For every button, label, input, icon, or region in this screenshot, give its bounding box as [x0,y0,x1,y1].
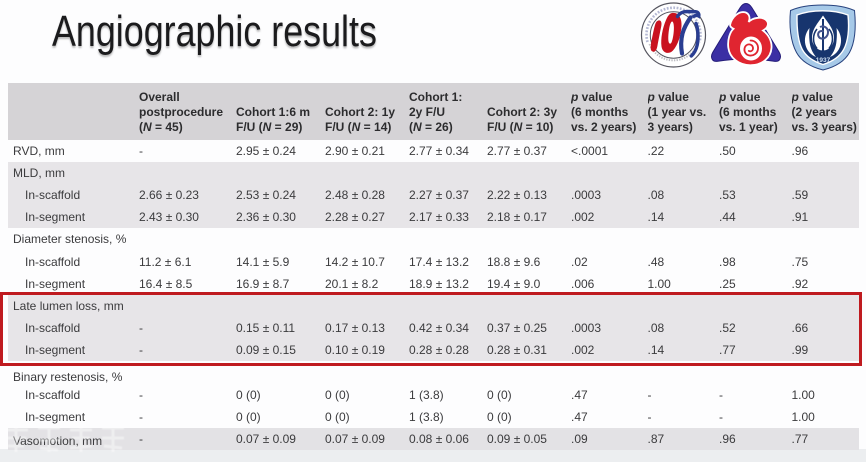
svg-text:1937: 1937 [816,57,831,64]
